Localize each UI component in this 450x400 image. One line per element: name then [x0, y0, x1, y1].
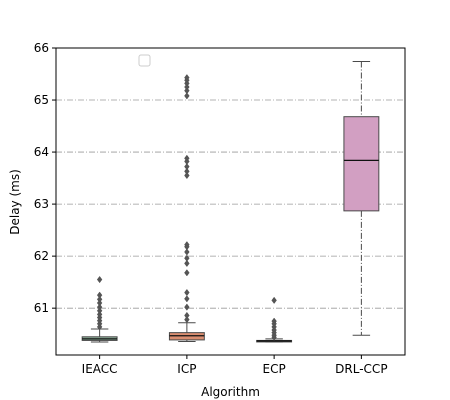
outlier-point — [184, 87, 190, 95]
outlier-point — [184, 295, 190, 303]
outlier-point — [184, 254, 190, 262]
y-tick-label: 62 — [34, 249, 49, 263]
legend-box — [138, 54, 151, 67]
outlier-point — [96, 310, 103, 319]
plot-frame — [55, 47, 406, 356]
x-axis-ticks: IEACC ICP ECP DRL-CCP — [82, 355, 388, 376]
box-body — [343, 116, 380, 212]
outlier-point — [184, 154, 190, 162]
outlier-point — [184, 74, 190, 82]
x-axis-label: Algorithm — [201, 385, 260, 399]
y-tick-label: 66 — [34, 41, 49, 55]
y-axis-ticks: 61 62 63 64 65 66 — [34, 41, 56, 315]
outlier-point — [184, 311, 190, 320]
x-tick-label: ECP — [263, 362, 286, 376]
outlier-point — [96, 295, 103, 303]
outlier-point — [96, 303, 103, 311]
outlier-point — [184, 288, 190, 297]
y-axis-label: Delay (ms) — [8, 169, 22, 235]
outlier-point — [96, 299, 103, 307]
outlier-point — [184, 167, 190, 175]
outlier-point — [184, 92, 190, 100]
outlier-point — [184, 83, 190, 91]
outlier-point — [271, 317, 277, 325]
outlier-point — [184, 259, 190, 268]
y-tick-label: 61 — [34, 301, 49, 315]
y-tick-label: 64 — [34, 145, 49, 159]
box-layer — [81, 61, 380, 343]
y-tick-label: 65 — [34, 93, 49, 107]
x-tick-label: ICP — [177, 362, 196, 376]
y-tick-label: 63 — [34, 197, 49, 211]
outlier-point — [96, 291, 103, 299]
outlier-point — [184, 171, 190, 180]
outlier-point — [184, 163, 190, 171]
outlier-point — [96, 275, 103, 284]
outlier-point — [184, 303, 190, 311]
outlier-point — [271, 296, 277, 304]
outlier-point — [184, 316, 190, 324]
x-tick-label: IEACC — [82, 362, 118, 376]
x-tick-label: DRL-CCP — [335, 362, 387, 376]
outlier-point — [96, 307, 103, 315]
outlier-point — [184, 241, 190, 249]
outlier-point — [184, 269, 190, 277]
outlier-point — [184, 248, 190, 256]
